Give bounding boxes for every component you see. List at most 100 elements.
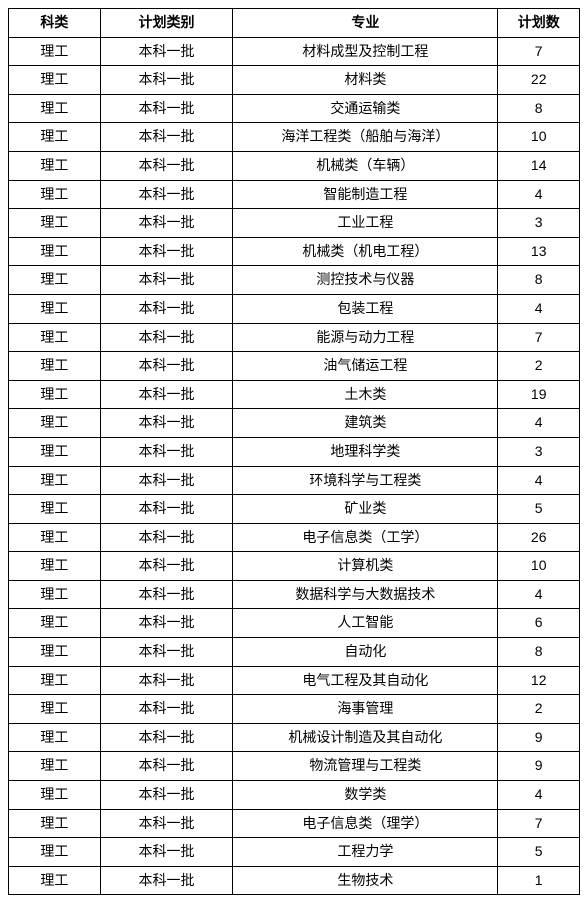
col-header-count: 计划数: [498, 9, 580, 38]
table-cell: 油气储运工程: [233, 352, 498, 381]
table-row: 理工本科一批计算机类10: [9, 552, 580, 581]
table-cell: 理工: [9, 352, 101, 381]
table-cell: 土木类: [233, 380, 498, 409]
col-header-major: 专业: [233, 9, 498, 38]
table-cell: 理工: [9, 37, 101, 66]
table-cell: 理工: [9, 266, 101, 295]
table-cell: 理工: [9, 323, 101, 352]
table-cell: 6: [498, 609, 580, 638]
table-cell: 本科一批: [100, 723, 233, 752]
table-cell: 本科一批: [100, 809, 233, 838]
table-cell: 能源与动力工程: [233, 323, 498, 352]
table-row: 理工本科一批土木类19: [9, 380, 580, 409]
table-cell: 机械类（机电工程）: [233, 237, 498, 266]
table-cell: 5: [498, 838, 580, 867]
table-cell: 本科一批: [100, 523, 233, 552]
table-cell: 10: [498, 123, 580, 152]
table-cell: 本科一批: [100, 609, 233, 638]
table-cell: 1: [498, 866, 580, 895]
table-cell: 9: [498, 752, 580, 781]
table-cell: 理工: [9, 409, 101, 438]
table-cell: 本科一批: [100, 94, 233, 123]
table-row: 理工本科一批海事管理2: [9, 695, 580, 724]
table-cell: 本科一批: [100, 294, 233, 323]
table-cell: 本科一批: [100, 838, 233, 867]
table-cell: 数据科学与大数据技术: [233, 580, 498, 609]
table-cell: 本科一批: [100, 266, 233, 295]
table-cell: 材料类: [233, 66, 498, 95]
table-row: 理工本科一批油气储运工程2: [9, 352, 580, 381]
table-row: 理工本科一批工业工程3: [9, 209, 580, 238]
table-cell: 2: [498, 695, 580, 724]
table-cell: 材料成型及控制工程: [233, 37, 498, 66]
table-cell: 理工: [9, 523, 101, 552]
table-cell: 理工: [9, 151, 101, 180]
table-cell: 电气工程及其自动化: [233, 666, 498, 695]
table-row: 理工本科一批数据科学与大数据技术4: [9, 580, 580, 609]
table-row: 理工本科一批电气工程及其自动化12: [9, 666, 580, 695]
table-cell: 智能制造工程: [233, 180, 498, 209]
table-cell: 3: [498, 437, 580, 466]
table-cell: 理工: [9, 809, 101, 838]
table-cell: 理工: [9, 180, 101, 209]
table-row: 理工本科一批机械设计制造及其自动化9: [9, 723, 580, 752]
table-cell: 海洋工程类（船舶与海洋）: [233, 123, 498, 152]
table-cell: 理工: [9, 723, 101, 752]
table-row: 理工本科一批自动化8: [9, 638, 580, 667]
table-row: 理工本科一批物流管理与工程类9: [9, 752, 580, 781]
table-cell: 4: [498, 409, 580, 438]
table-cell: 14: [498, 151, 580, 180]
table-cell: 2: [498, 352, 580, 381]
table-cell: 22: [498, 66, 580, 95]
table-cell: 13: [498, 237, 580, 266]
table-cell: 电子信息类（理学）: [233, 809, 498, 838]
table-cell: 工业工程: [233, 209, 498, 238]
table-row: 理工本科一批建筑类4: [9, 409, 580, 438]
table-row: 理工本科一批能源与动力工程7: [9, 323, 580, 352]
table-cell: 机械设计制造及其自动化: [233, 723, 498, 752]
table-cell: 数学类: [233, 781, 498, 810]
col-header-subject: 科类: [9, 9, 101, 38]
table-cell: 本科一批: [100, 237, 233, 266]
table-cell: 理工: [9, 209, 101, 238]
table-cell: 理工: [9, 437, 101, 466]
table-cell: 理工: [9, 495, 101, 524]
table-cell: 环境科学与工程类: [233, 466, 498, 495]
table-cell: 交通运输类: [233, 94, 498, 123]
table-row: 理工本科一批电子信息类（理学）7: [9, 809, 580, 838]
table-cell: 理工: [9, 66, 101, 95]
table-cell: 本科一批: [100, 323, 233, 352]
table-cell: 地理科学类: [233, 437, 498, 466]
table-cell: 本科一批: [100, 380, 233, 409]
table-cell: 本科一批: [100, 552, 233, 581]
table-cell: 理工: [9, 580, 101, 609]
table-cell: 理工: [9, 123, 101, 152]
table-row: 理工本科一批生物技术1: [9, 866, 580, 895]
table-row: 理工本科一批人工智能6: [9, 609, 580, 638]
table-row: 理工本科一批机械类（机电工程）13: [9, 237, 580, 266]
table-cell: 4: [498, 180, 580, 209]
table-cell: 8: [498, 266, 580, 295]
table-cell: 海事管理: [233, 695, 498, 724]
table-cell: 本科一批: [100, 123, 233, 152]
table-row: 理工本科一批地理科学类3: [9, 437, 580, 466]
table-cell: 4: [498, 580, 580, 609]
table-cell: 理工: [9, 752, 101, 781]
table-cell: 矿业类: [233, 495, 498, 524]
table-cell: 本科一批: [100, 666, 233, 695]
table-body: 理工本科一批材料成型及控制工程7理工本科一批材料类22理工本科一批交通运输类8理…: [9, 37, 580, 895]
table-cell: 本科一批: [100, 37, 233, 66]
table-cell: 本科一批: [100, 209, 233, 238]
table-cell: 4: [498, 781, 580, 810]
table-cell: 工程力学: [233, 838, 498, 867]
table-row: 理工本科一批包装工程4: [9, 294, 580, 323]
table-cell: 理工: [9, 781, 101, 810]
table-cell: 7: [498, 323, 580, 352]
table-row: 理工本科一批海洋工程类（船舶与海洋）10: [9, 123, 580, 152]
table-cell: 建筑类: [233, 409, 498, 438]
table-row: 理工本科一批数学类4: [9, 781, 580, 810]
table-row: 理工本科一批材料类22: [9, 66, 580, 95]
table-row: 理工本科一批测控技术与仪器8: [9, 266, 580, 295]
table-cell: 自动化: [233, 638, 498, 667]
table-cell: 人工智能: [233, 609, 498, 638]
